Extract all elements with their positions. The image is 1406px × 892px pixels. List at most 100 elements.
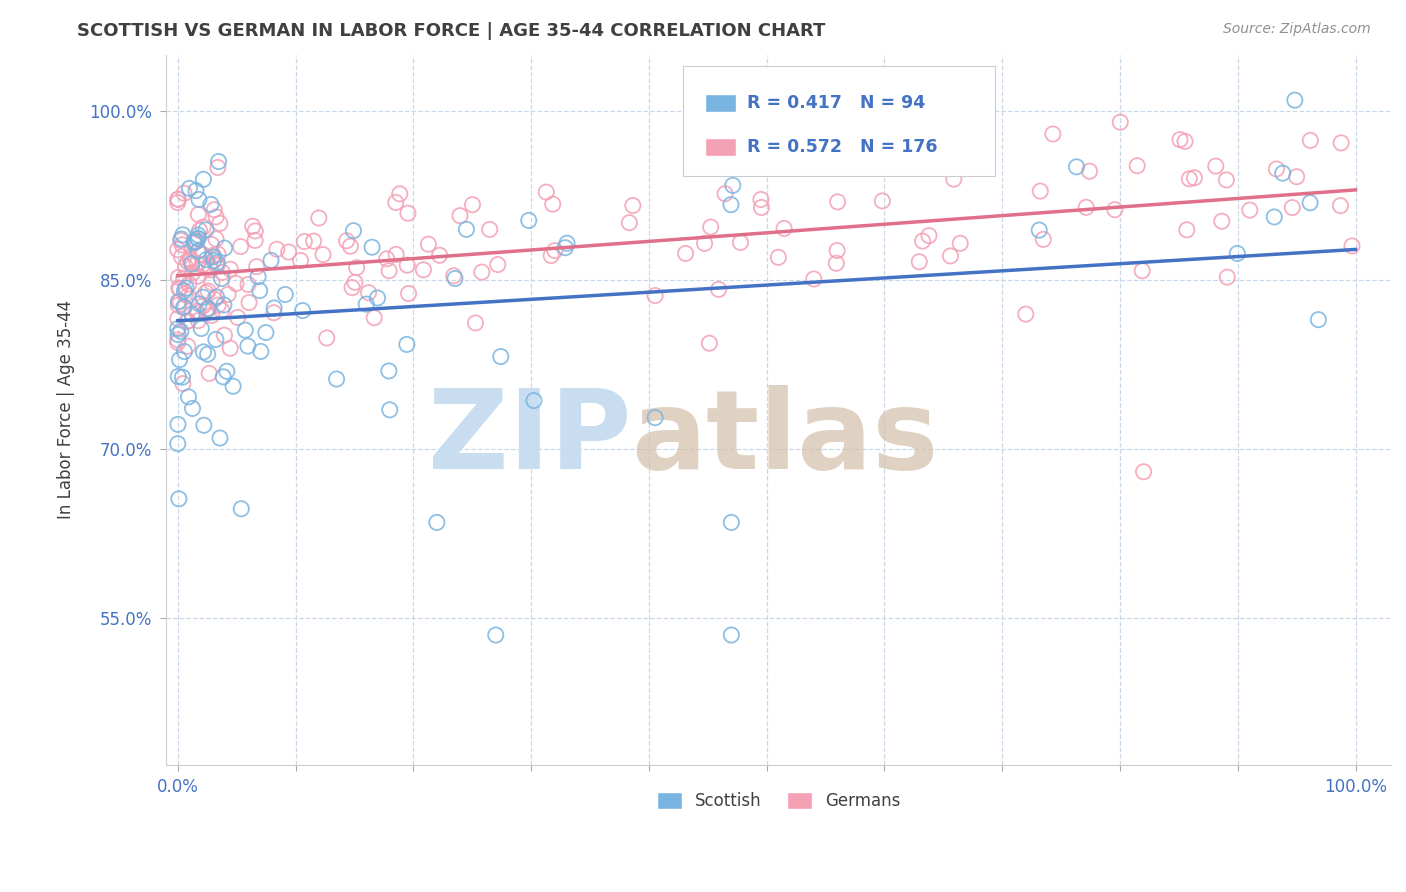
Point (173, 271, 195, 285)
Point (385, 247, 408, 261)
Point (263, 306, 285, 320)
Text: R = 0.417   N = 94: R = 0.417 N = 94 (747, 94, 925, 112)
Point (238, 295, 260, 310)
Point (188, 193, 211, 207)
Point (181, 401, 204, 416)
Point (205, 259, 228, 273)
Point (1168, 133, 1191, 147)
Point (942, 172, 965, 186)
Point (231, 501, 253, 516)
Point (336, 234, 359, 248)
Point (208, 216, 231, 230)
Point (186, 304, 208, 318)
Point (1109, 115, 1132, 129)
Point (644, 288, 666, 302)
Point (214, 241, 236, 255)
Point (1066, 160, 1088, 174)
Point (714, 186, 737, 201)
Point (167, 281, 190, 295)
Point (184, 184, 207, 198)
Point (197, 347, 219, 361)
Point (644, 410, 666, 425)
Point (342, 224, 364, 238)
Point (1029, 184, 1052, 198)
Point (357, 285, 380, 300)
Point (456, 222, 478, 236)
Point (166, 436, 188, 450)
Point (340, 280, 363, 294)
Point (186, 269, 208, 284)
Point (1341, 239, 1364, 253)
Point (1281, 201, 1303, 215)
Text: R = 0.572   N = 176: R = 0.572 N = 176 (747, 138, 936, 156)
Point (207, 257, 229, 271)
Point (429, 248, 451, 262)
Point (461, 197, 484, 211)
Point (1174, 134, 1197, 148)
Point (939, 249, 962, 263)
Point (245, 224, 267, 238)
Point (1215, 173, 1237, 187)
Text: SCOTTISH VS GERMAN IN LABOR FORCE | AGE 35-44 CORRELATION CHART: SCOTTISH VS GERMAN IN LABOR FORCE | AGE … (77, 22, 825, 40)
Point (170, 250, 193, 264)
Point (212, 369, 235, 384)
Point (675, 246, 697, 260)
Point (918, 228, 941, 243)
Point (292, 235, 315, 249)
Point (183, 235, 205, 250)
Point (361, 240, 384, 254)
Point (1104, 202, 1126, 217)
Point (290, 253, 312, 268)
Point (478, 222, 501, 236)
Point (187, 231, 209, 245)
Point (396, 258, 419, 272)
Point (730, 235, 752, 250)
Point (343, 276, 366, 290)
Point (204, 292, 226, 306)
Point (225, 277, 247, 291)
Point (176, 314, 198, 328)
Point (236, 277, 259, 292)
Point (1284, 93, 1306, 107)
Point (211, 271, 233, 285)
Point (169, 282, 191, 296)
Point (214, 328, 236, 343)
Point (207, 161, 229, 175)
Point (260, 253, 283, 268)
Point (181, 265, 204, 279)
Point (172, 238, 194, 252)
Point (517, 213, 540, 227)
Point (1032, 232, 1054, 246)
Point (768, 250, 790, 264)
Point (541, 197, 564, 211)
Point (312, 247, 335, 261)
Point (1330, 136, 1353, 150)
Point (536, 185, 558, 199)
Point (197, 301, 219, 316)
Point (1239, 203, 1261, 218)
Point (186, 306, 208, 320)
Point (315, 331, 337, 345)
Point (207, 154, 229, 169)
Point (187, 227, 209, 242)
Point (187, 244, 209, 258)
Point (1216, 270, 1239, 285)
Point (197, 301, 219, 316)
Point (190, 321, 212, 335)
Point (219, 262, 242, 277)
Point (449, 209, 471, 223)
Point (825, 256, 848, 270)
Point (169, 294, 191, 309)
Point (181, 307, 204, 321)
Point (443, 268, 465, 283)
Point (191, 220, 214, 235)
Point (176, 254, 198, 268)
Point (201, 250, 224, 264)
Point (177, 390, 200, 404)
Point (946, 129, 969, 144)
Point (166, 243, 188, 257)
Point (825, 244, 848, 258)
Point (169, 234, 191, 248)
Point (167, 298, 190, 312)
Point (191, 299, 214, 313)
